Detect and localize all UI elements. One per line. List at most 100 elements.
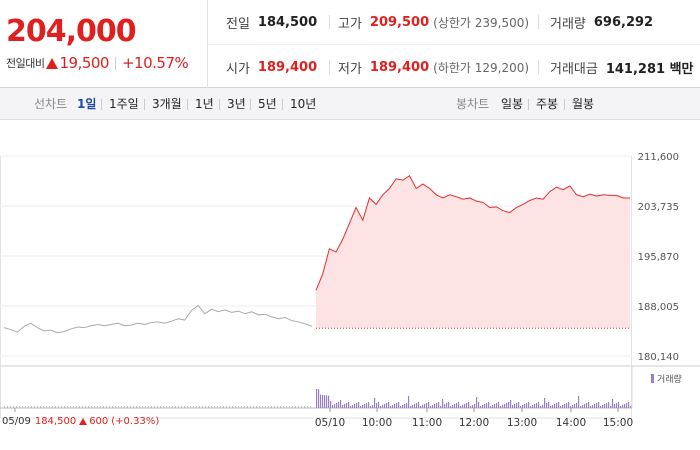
open-value: 189,400 [257,59,318,75]
volume-bar [163,406,164,408]
volume-bar [295,406,296,408]
volume-bar [626,403,628,408]
volume-bar [578,396,580,408]
tab-period-1w[interactable]: 1주일 [109,97,139,111]
open-label: 시가 [226,61,250,77]
high-cell: 고가 209,500 (상한가 239,500) [338,0,529,44]
volume-bar [130,406,131,408]
volume-bar [157,406,158,408]
volume-bar [552,405,554,408]
volume-bar [504,404,506,408]
volume-bar [382,405,384,408]
volume-bar [235,406,236,408]
volume-bar [322,394,324,408]
volume-bar [280,406,281,408]
volume-bar [422,405,424,408]
volume-bar [510,400,512,408]
y-axis: 211,600 203,735 195,870 188,005 180,140 [638,152,679,363]
tab-period-3y[interactable]: 3년 [227,97,246,111]
volume-bar [324,395,326,408]
volume-bar [562,405,564,408]
volume-bar [494,404,496,408]
volume-bar [392,405,394,408]
tab-candle-daily[interactable]: 일봉 [501,97,524,111]
volume-bar [262,406,263,408]
volume-bar [468,402,470,408]
volume-bar [474,404,476,408]
volume-bar [592,405,594,408]
high-value: 209,500 [369,14,430,30]
volume-bar [25,406,26,408]
change-amount: 19,500 [59,54,109,72]
divider [187,99,188,110]
volume-bar [354,404,356,408]
volume-bar [175,406,176,408]
low-cell: 저가 189,400 (하한가 129,200) [338,45,529,89]
volume-bar [124,406,125,408]
volume-bar [574,404,576,408]
volume-bar [364,404,366,408]
volume-bar [49,406,50,408]
volume-bar [404,404,406,408]
price-chart-area: 211,600 203,735 195,870 188,005 180,140 05/1… [0,120,700,450]
tab-period-1y[interactable]: 1년 [195,97,214,111]
tab-candle-weekly[interactable]: 주봉 [536,97,559,111]
volume-bar [486,403,488,408]
volume-bar [500,406,502,408]
volume-bar [388,402,390,408]
volume-bar [588,402,590,408]
volume-bar [370,406,372,408]
current-price: 204,000 [6,14,137,49]
x-axis: 05/10 10:00 11:00 12:00 13:00 14:00 15:00 [14,408,633,429]
volume-bar [534,404,536,408]
volume-bar [332,405,334,408]
volume-bar [133,406,134,408]
volume-bar [362,405,364,408]
divider [219,99,220,110]
volume-bar [476,397,478,408]
previous-close-info: 05/09 184,500 600 (+0.33%) [2,416,159,427]
volume-bar [127,406,128,408]
volume-bar [94,406,95,408]
volume-bar [428,402,430,408]
volume-bar [344,404,346,408]
volume-bar [318,389,320,408]
volume-bar [554,404,556,408]
up-triangle-icon [46,57,59,69]
tab-period-3m[interactable]: 3개월 [152,97,182,111]
tab-candle-monthly[interactable]: 월봉 [572,97,595,111]
volume-bar [67,406,68,408]
volume-bar [408,396,410,408]
volume-bar [292,406,293,408]
volume-bar [187,406,188,408]
volume-bar [606,403,608,408]
x-tick-label: 05/10 [315,417,345,429]
up-triangle-icon [79,418,88,425]
low-value: 189,400 [369,59,430,75]
volume-bar [390,406,392,408]
change-rate: +10.57% [121,54,189,72]
trade-value-cell: 거래대금 141,281 백만 [550,45,694,89]
volume-bar [452,405,454,408]
volume-bar [4,406,5,408]
volume-bar [402,405,404,408]
low-label: 저가 [338,61,362,77]
volume-bar [151,406,152,408]
volume-bar [480,406,482,408]
tab-period-10y[interactable]: 10년 [290,97,317,111]
divider [101,99,102,110]
volume-bar [416,403,418,408]
volume-bar [316,389,318,408]
tab-period-5y[interactable]: 5년 [258,97,277,111]
volume-bar [536,403,538,408]
volume-bar [70,406,71,408]
volume-bar [466,403,468,408]
volume-bar [384,404,386,408]
volume-bar [372,405,374,408]
volume-bar [121,406,122,408]
volume-bar [142,406,143,408]
volume-bar [512,405,514,408]
tab-period-1d[interactable]: 1일 [77,97,97,111]
volume-bar [540,406,542,408]
volume-bar [250,406,251,408]
